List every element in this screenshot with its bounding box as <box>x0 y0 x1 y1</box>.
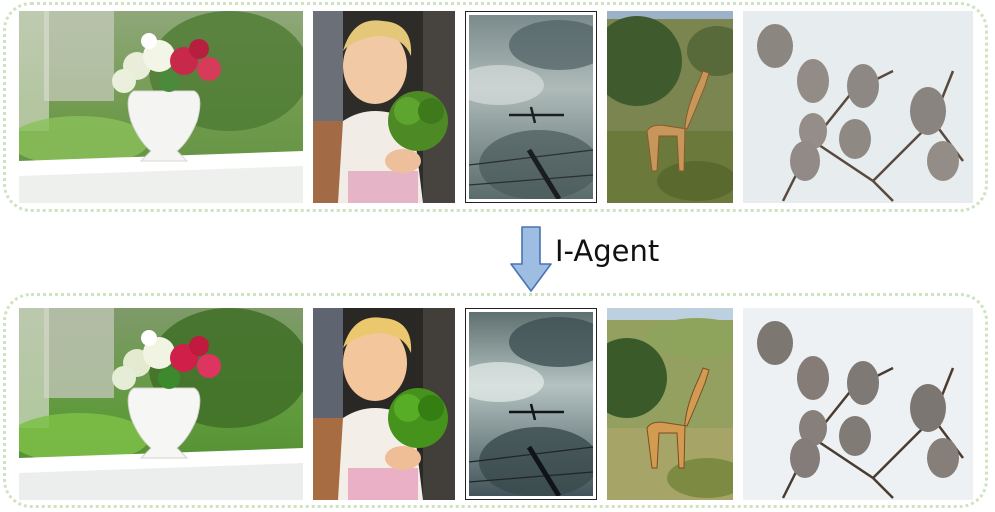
child-broccoli-image-original <box>313 11 455 203</box>
airplane-image-enhanced <box>465 308 597 500</box>
vase-flowers-image-enhanced <box>19 308 303 500</box>
giraffe-image-enhanced <box>607 308 733 500</box>
method-label: I-Agent <box>555 234 660 268</box>
birds-image-enhanced <box>743 308 973 500</box>
enhanced-images-panel <box>3 293 988 508</box>
airplane-image-original <box>465 11 597 203</box>
birds-image-original <box>743 11 973 203</box>
giraffe-image-original <box>607 11 733 203</box>
original-images-panel <box>3 2 988 212</box>
vase-flowers-image-original <box>19 11 303 203</box>
child-broccoli-image-enhanced <box>313 308 455 500</box>
down-arrow-icon <box>510 226 552 292</box>
